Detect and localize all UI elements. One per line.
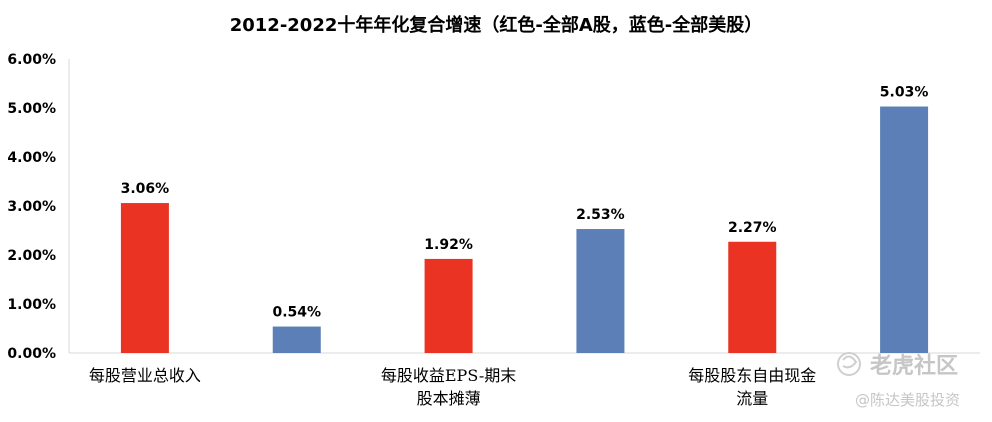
watermark-title: 老虎社区 bbox=[869, 353, 958, 379]
bar-red-0 bbox=[120, 203, 169, 353]
category-label: 每股股东自由现金 bbox=[688, 366, 816, 385]
y-tick-label: 4.00% bbox=[7, 150, 56, 166]
y-tick-label: 6.00% bbox=[7, 52, 56, 68]
data-label: 5.03% bbox=[880, 85, 929, 101]
category-label: 流量 bbox=[736, 389, 768, 408]
bar-red-1 bbox=[424, 258, 473, 353]
tiger-logo-icon bbox=[837, 352, 861, 376]
y-tick-label: 1.00% bbox=[7, 297, 56, 313]
bar-blue-1 bbox=[576, 229, 625, 353]
data-label: 2.27% bbox=[728, 220, 777, 236]
data-label: 2.53% bbox=[576, 207, 625, 223]
y-tick-label: 5.00% bbox=[7, 101, 56, 117]
data-label: 3.06% bbox=[121, 181, 170, 197]
bar-red-2 bbox=[728, 241, 777, 353]
category-label: 每股收益EPS-期末 bbox=[381, 366, 516, 385]
chart-title: 2012-2022十年年化复合增速（红色-全部A股，蓝色-全部美股） bbox=[230, 14, 763, 36]
bar-blue-2 bbox=[880, 106, 929, 353]
data-label: 1.92% bbox=[424, 237, 473, 253]
category-label: 股本摊薄 bbox=[417, 389, 481, 408]
category-label: 每股营业总收入 bbox=[89, 366, 201, 385]
y-tick-label: 3.00% bbox=[7, 199, 56, 215]
watermark-handle: @陈达美股投资 bbox=[855, 391, 960, 409]
y-tick-label: 2.00% bbox=[7, 248, 56, 264]
data-label: 0.54% bbox=[272, 305, 321, 321]
bar-blue-0 bbox=[272, 326, 321, 353]
y-tick-label: 0.00% bbox=[7, 346, 56, 362]
